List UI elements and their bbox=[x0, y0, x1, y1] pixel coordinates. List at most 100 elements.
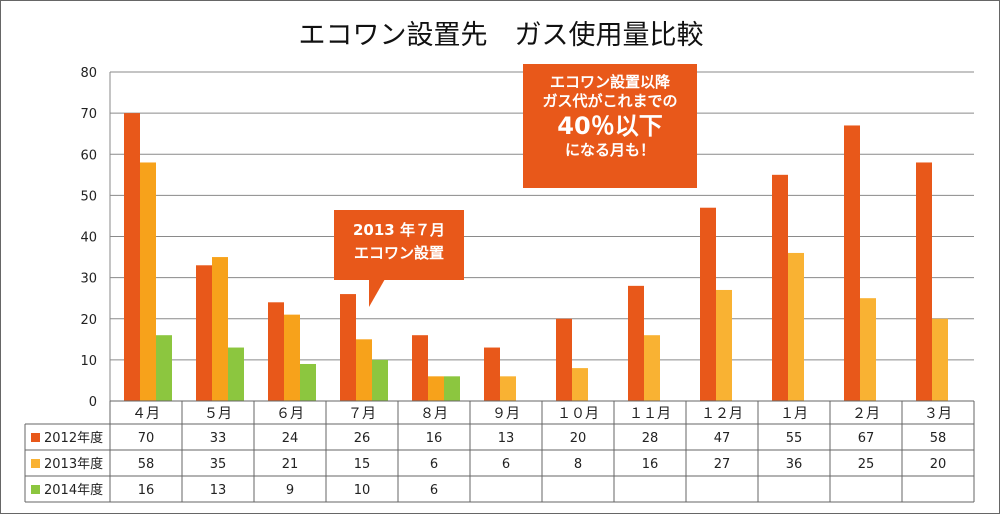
data-label: 13 bbox=[210, 483, 227, 498]
data-label: 10 bbox=[354, 483, 371, 498]
bar-2013年度-１１月 bbox=[644, 335, 660, 401]
y-tick-label: 20 bbox=[80, 313, 97, 328]
y-tick-label: 10 bbox=[80, 354, 97, 369]
legend-swatch bbox=[31, 485, 40, 494]
bar-2013年度-６月 bbox=[284, 314, 300, 401]
callout-install-line1: 2013 年７月 bbox=[353, 221, 445, 239]
bar-2013年度-１月 bbox=[788, 252, 804, 401]
data-label: 58 bbox=[138, 457, 155, 472]
legend-swatch bbox=[31, 459, 40, 468]
category-label: ８月 bbox=[420, 406, 448, 422]
bar-2012年度-１０月 bbox=[556, 318, 572, 401]
data-label: 9 bbox=[286, 483, 294, 498]
category-label: ５月 bbox=[204, 406, 232, 422]
data-label: 20 bbox=[570, 431, 587, 446]
data-label: 28 bbox=[642, 431, 659, 446]
data-label: 25 bbox=[858, 457, 875, 472]
callout-install-date: 2013 年７月 エコワン設置 bbox=[334, 210, 464, 280]
y-tick-label: 40 bbox=[80, 231, 97, 246]
bar-2013年度-２月 bbox=[860, 298, 876, 401]
category-label: ６月 bbox=[276, 406, 304, 422]
bar-2013年度-８月 bbox=[428, 376, 444, 401]
data-label: 20 bbox=[930, 457, 947, 472]
data-label: 33 bbox=[210, 431, 227, 446]
data-label: 35 bbox=[210, 457, 227, 472]
data-label: 8 bbox=[574, 457, 582, 472]
bar-2013年度-４月 bbox=[140, 162, 156, 401]
bar-2012年度-５月 bbox=[196, 265, 212, 401]
bar-2014年度-８月 bbox=[444, 376, 460, 401]
data-label: 16 bbox=[426, 431, 443, 446]
data-label: 16 bbox=[642, 457, 659, 472]
data-label: 6 bbox=[430, 483, 438, 498]
bar-2014年度-５月 bbox=[228, 347, 244, 401]
y-tick-label: 30 bbox=[80, 272, 97, 287]
callout-install-line2: エコワン設置 bbox=[353, 244, 444, 262]
bar-2012年度-７月 bbox=[340, 294, 356, 401]
bar-2013年度-９月 bbox=[500, 376, 516, 401]
bar-2013年度-７月 bbox=[356, 339, 372, 401]
category-label: ９月 bbox=[492, 406, 520, 422]
data-label: 26 bbox=[354, 431, 371, 446]
legend-label: 2012年度 bbox=[44, 430, 103, 446]
legend-label: 2014年度 bbox=[44, 482, 103, 498]
y-tick-label: 80 bbox=[80, 66, 97, 81]
bar-2012年度-４月 bbox=[124, 113, 140, 401]
data-label: 70 bbox=[138, 431, 155, 446]
bar-2012年度-１月 bbox=[772, 174, 788, 401]
bars bbox=[124, 113, 948, 402]
data-label: 16 bbox=[138, 483, 155, 498]
y-tick-label: 50 bbox=[80, 189, 97, 204]
bar-2014年度-４月 bbox=[156, 335, 172, 401]
data-label: 6 bbox=[502, 457, 510, 472]
bar-2012年度-８月 bbox=[412, 335, 428, 401]
category-label: ３月 bbox=[924, 406, 952, 422]
data-label: 58 bbox=[930, 431, 947, 446]
callout-reduction: エコワン設置以降 ガス代がこれまでの 40％以下 になる月も！ bbox=[523, 64, 697, 188]
data-table: ４月 ５月 ６月 ７月 ８月 ９月 １０月 １１月 １２月 １月 ２月 ３月 2012年度 70 33 24 2… bbox=[24, 400, 975, 503]
data-label: 13 bbox=[498, 431, 515, 446]
data-label: 27 bbox=[714, 457, 731, 472]
data-label: 36 bbox=[786, 457, 803, 472]
chart-title: エコワン設置先 ガス使用量比較 bbox=[299, 20, 704, 51]
callout-reduction-line2: ガス代がこれまでの bbox=[542, 92, 678, 110]
y-tick-label: 0 bbox=[89, 395, 97, 410]
data-label: 6 bbox=[430, 457, 438, 472]
bar-2012年度-１１月 bbox=[628, 285, 644, 401]
bar-2014年度-７月 bbox=[372, 359, 388, 401]
data-label: 67 bbox=[858, 431, 875, 446]
y-axis-ticks: 0 10 20 30 40 50 60 70 80 bbox=[80, 66, 97, 410]
y-tick-label: 60 bbox=[80, 148, 97, 163]
category-label: １２月 bbox=[701, 406, 743, 422]
bar-2013年度-５月 bbox=[212, 257, 228, 401]
data-label: 47 bbox=[714, 431, 731, 446]
bar-2013年度-１２月 bbox=[716, 289, 732, 401]
bar-2012年度-２月 bbox=[844, 125, 860, 402]
callout-reduction-line3: 40％以下 bbox=[557, 112, 663, 140]
callout-reduction-line1: エコワン設置以降 bbox=[549, 73, 670, 91]
bar-2013年度-１０月 bbox=[572, 368, 588, 401]
bar-2013年度-３月 bbox=[932, 318, 948, 401]
category-label: １０月 bbox=[557, 406, 599, 422]
legend-swatch bbox=[31, 433, 40, 442]
callout-install-tail bbox=[369, 279, 385, 307]
category-label: １月 bbox=[780, 406, 808, 422]
data-label: 24 bbox=[282, 431, 299, 446]
bar-2012年度-９月 bbox=[484, 347, 500, 401]
data-label: 55 bbox=[786, 431, 803, 446]
data-label: 21 bbox=[282, 457, 299, 472]
bar-2012年度-３月 bbox=[916, 162, 932, 401]
legend-label: 2013年度 bbox=[44, 456, 103, 472]
bar-2012年度-１２月 bbox=[700, 207, 716, 401]
data-label: 15 bbox=[354, 457, 371, 472]
category-label: ７月 bbox=[348, 406, 376, 422]
category-label: ２月 bbox=[852, 406, 880, 422]
category-label: １１月 bbox=[629, 406, 671, 422]
callout-reduction-line4: になる月も！ bbox=[564, 141, 655, 159]
bar-2012年度-６月 bbox=[268, 302, 284, 401]
bar-2014年度-６月 bbox=[300, 363, 316, 401]
y-tick-label: 70 bbox=[80, 107, 97, 122]
category-label: ４月 bbox=[132, 406, 160, 422]
